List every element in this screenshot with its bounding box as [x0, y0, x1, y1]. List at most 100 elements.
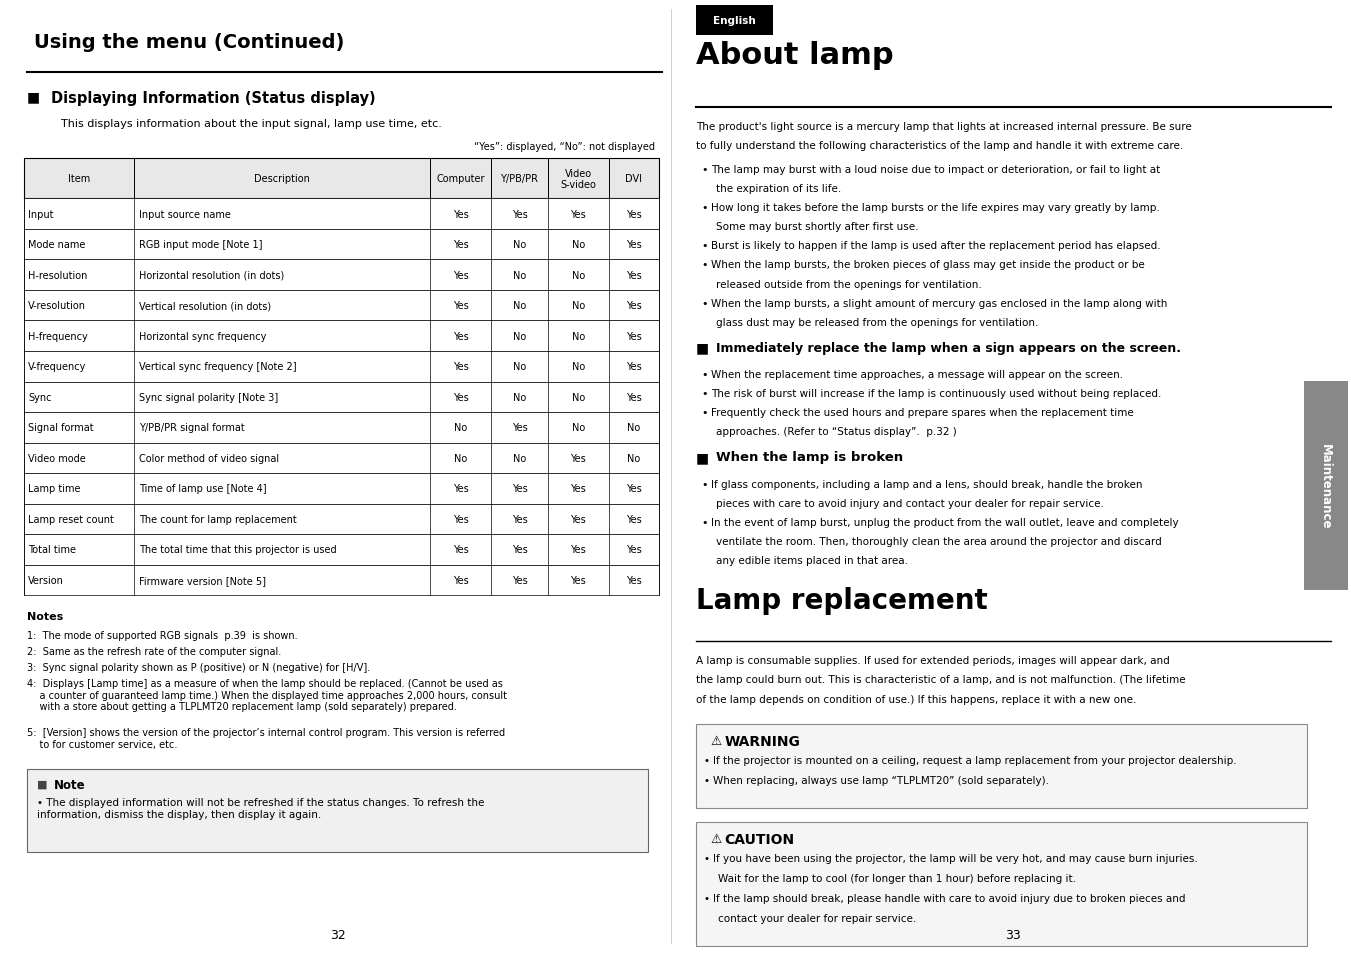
Text: RGB input mode [Note 1]: RGB input mode [Note 1] [139, 240, 262, 250]
Text: 1:  The mode of supported RGB signals  p.39  is shown.: 1: The mode of supported RGB signals p.3… [27, 630, 297, 639]
Text: 4:  Displays [Lamp time] as a measure of when the lamp should be replaced. (Cann: 4: Displays [Lamp time] as a measure of … [27, 679, 507, 712]
Text: any edible items placed in that area.: any edible items placed in that area. [716, 556, 908, 565]
Text: Input: Input [28, 210, 54, 219]
Bar [24, 413, 658, 443]
Text: ■: ■ [696, 451, 709, 465]
Text: ⚠: ⚠ [711, 832, 721, 845]
Text: Yes: Yes [453, 332, 469, 341]
Text: A lamp is consumable supplies. If used for extended periods, images will appear : A lamp is consumable supplies. If used f… [696, 656, 1170, 665]
Text: DVI: DVI [626, 174, 642, 184]
Text: Computer: Computer [436, 174, 485, 184]
Text: No: No [627, 454, 640, 463]
Text: •: • [701, 389, 708, 398]
Text: Yes: Yes [453, 362, 469, 372]
Text: to fully understand the following characteristics of the lamp and handle it with: to fully understand the following charac… [696, 141, 1183, 151]
Text: Yes: Yes [626, 545, 642, 555]
Text: Input source name: Input source name [139, 210, 231, 219]
Text: Firmware version [Note 5]: Firmware version [Note 5] [139, 576, 266, 585]
Text: V-frequency: V-frequency [28, 362, 86, 372]
Text: Yes: Yes [626, 271, 642, 280]
Text: of the lamp depends on condition of use.) If this happens, replace it with a new: of the lamp depends on condition of use.… [696, 694, 1136, 703]
Text: No: No [627, 423, 640, 433]
Text: No: No [571, 332, 585, 341]
Bar [696, 6, 773, 36]
Text: No: No [513, 393, 526, 402]
Bar [24, 260, 658, 291]
Bar [24, 291, 658, 321]
Text: No: No [571, 393, 585, 402]
Text: When the lamp is broken: When the lamp is broken [716, 451, 904, 464]
Text: • The displayed information will not be refreshed if the status changes. To refr: • The displayed information will not be … [38, 798, 485, 820]
Text: ■: ■ [696, 341, 709, 355]
Text: Signal format: Signal format [28, 423, 95, 433]
Text: No: No [513, 332, 526, 341]
Text: English: English [713, 16, 757, 26]
Text: Yes: Yes [626, 332, 642, 341]
Text: •: • [704, 893, 709, 902]
Text: Item: Item [68, 174, 91, 184]
Text: Yes: Yes [512, 423, 527, 433]
Text: Y/PB/PR: Y/PB/PR [500, 174, 539, 184]
Bar [696, 822, 1306, 946]
Text: Description: Description [254, 174, 311, 184]
Text: About lamp: About lamp [696, 41, 893, 70]
Text: •: • [701, 165, 708, 174]
Text: Yes: Yes [626, 210, 642, 219]
Text: Some may burst shortly after first use.: Some may burst shortly after first use. [716, 222, 919, 232]
Text: Horizontal resolution (in dots): Horizontal resolution (in dots) [139, 271, 284, 280]
Text: Yes: Yes [570, 484, 586, 494]
Text: No: No [513, 240, 526, 250]
Text: V-resolution: V-resolution [28, 301, 86, 311]
Text: the expiration of its life.: the expiration of its life. [716, 184, 842, 193]
Text: Immediately replace the lamp when a sign appears on the screen.: Immediately replace the lamp when a sign… [716, 341, 1181, 355]
Text: Version: Version [28, 576, 65, 585]
Text: ⚠: ⚠ [711, 734, 721, 747]
Text: When the lamp bursts, a slight amount of mercury gas enclosed in the lamp along : When the lamp bursts, a slight amount of… [711, 298, 1167, 308]
Text: If the projector is mounted on a ceiling, request a lamp replacement from your p: If the projector is mounted on a ceiling… [713, 755, 1236, 764]
Text: •: • [701, 408, 708, 417]
Text: The lamp may burst with a loud noise due to impact or deterioration, or fail to : The lamp may burst with a loud noise due… [711, 165, 1161, 174]
Text: Yes: Yes [453, 484, 469, 494]
Text: Mode name: Mode name [28, 240, 85, 250]
Text: Yes: Yes [512, 576, 527, 585]
Text: Sync signal polarity [Note 3]: Sync signal polarity [Note 3] [139, 393, 278, 402]
Text: •: • [701, 479, 708, 489]
Text: 5:  [Version] shows the version of the projector’s internal control program. Thi: 5: [Version] shows the version of the pr… [27, 727, 505, 749]
Text: Yes: Yes [626, 240, 642, 250]
Text: No: No [454, 423, 467, 433]
Text: The count for lamp replacement: The count for lamp replacement [139, 515, 297, 524]
Text: •: • [701, 203, 708, 213]
Text: •: • [701, 517, 708, 527]
Text: Yes: Yes [626, 576, 642, 585]
Text: H-frequency: H-frequency [28, 332, 88, 341]
Text: When the lamp bursts, the broken pieces of glass may get inside the product or b: When the lamp bursts, the broken pieces … [711, 260, 1144, 270]
Text: Color method of video signal: Color method of video signal [139, 454, 280, 463]
Text: Yes: Yes [570, 576, 586, 585]
Text: Yes: Yes [453, 210, 469, 219]
Text: Using the menu (Continued): Using the menu (Continued) [34, 33, 345, 52]
Bar [24, 565, 658, 596]
Text: Yes: Yes [626, 393, 642, 402]
Text: No: No [571, 362, 585, 372]
Text: pieces with care to avoid injury and contact your dealer for repair service.: pieces with care to avoid injury and con… [716, 498, 1104, 508]
Text: 2:  Same as the refresh rate of the computer signal.: 2: Same as the refresh rate of the compu… [27, 646, 281, 656]
Text: Yes: Yes [626, 362, 642, 372]
Text: •: • [701, 260, 708, 270]
Text: the lamp could burn out. This is characteristic of a lamp, and is not malfunctio: the lamp could burn out. This is charact… [696, 675, 1185, 684]
Text: •: • [701, 370, 708, 379]
Text: contact your dealer for repair service.: contact your dealer for repair service. [719, 913, 916, 923]
Text: If the lamp should break, please handle with care to avoid injury due to broken : If the lamp should break, please handle … [713, 893, 1185, 902]
Text: Video mode: Video mode [28, 454, 86, 463]
Text: •: • [701, 241, 708, 251]
Text: If glass components, including a lamp and a lens, should break, handle the broke: If glass components, including a lamp an… [711, 479, 1142, 489]
Bar [1304, 381, 1348, 591]
Text: No: No [454, 454, 467, 463]
Text: Time of lamp use [Note 4]: Time of lamp use [Note 4] [139, 484, 266, 494]
Text: No: No [571, 240, 585, 250]
Text: No: No [513, 301, 526, 311]
Bar [24, 230, 658, 260]
Text: Yes: Yes [570, 545, 586, 555]
Text: Yes: Yes [570, 515, 586, 524]
Bar [24, 159, 658, 199]
Text: Notes: Notes [27, 611, 63, 620]
